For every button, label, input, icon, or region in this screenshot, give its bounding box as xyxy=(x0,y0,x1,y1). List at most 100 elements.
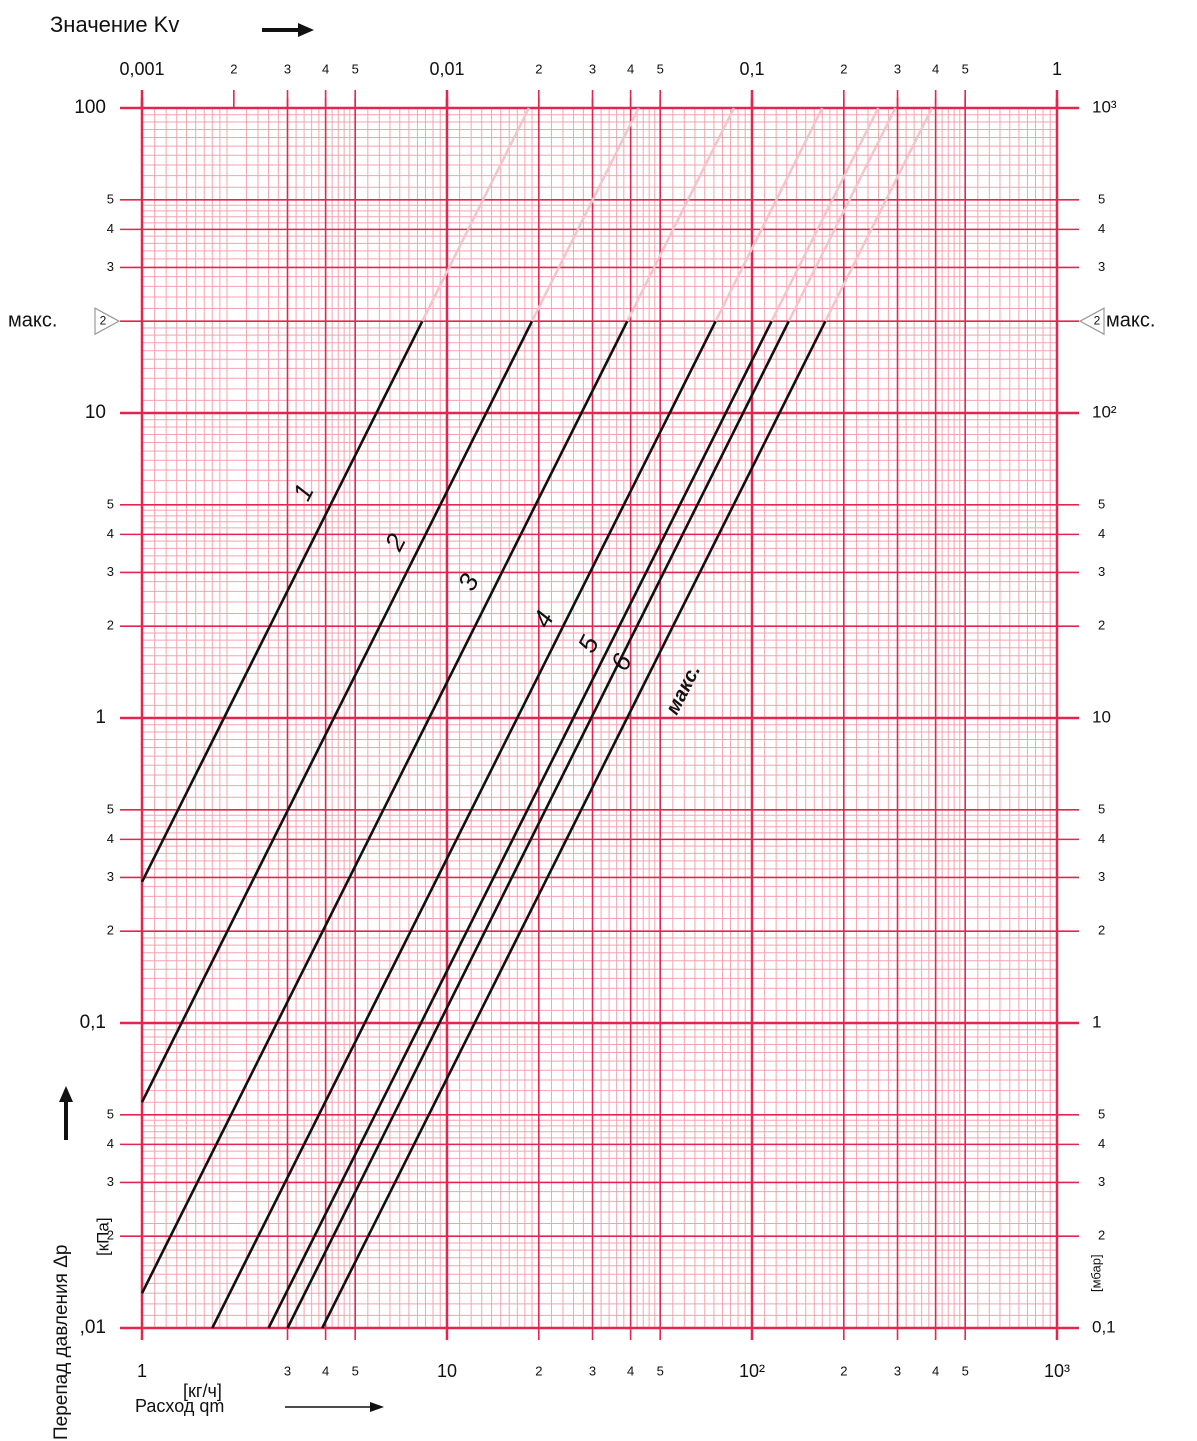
y-axis-title: Перепад давления Δp xyxy=(51,1245,72,1440)
y-tick-label: 5 xyxy=(107,191,114,206)
x-tick-label: 10³ xyxy=(1044,1361,1070,1381)
x2-tick-label: 0,1 xyxy=(739,59,764,79)
x-axis-title: Расход qm xyxy=(135,1396,224,1416)
y-tick-label: ,01 xyxy=(80,1317,106,1338)
line-extension xyxy=(421,107,531,322)
arrow-head xyxy=(370,1402,384,1412)
y-tick-label: 3 xyxy=(107,564,114,579)
y-unit: [кПа] xyxy=(93,1217,112,1256)
y-tick-label: 4 xyxy=(107,1136,114,1151)
y2-tick-label: 3 xyxy=(1098,564,1105,579)
y2-tick-label: 5 xyxy=(1098,801,1105,816)
y-tick-label: 2 xyxy=(107,923,114,938)
y2-tick-label: 10² xyxy=(1092,402,1117,421)
series-line xyxy=(321,320,827,1329)
x-unit: [кг/ч] xyxy=(183,1381,222,1401)
y-tick-label: 5 xyxy=(107,801,114,816)
x-tick-label: 5 xyxy=(962,1363,969,1378)
x2-tick-label: 3 xyxy=(894,61,901,76)
y2-tick-label: 4 xyxy=(1098,526,1105,541)
y-tick-label: 4 xyxy=(107,831,114,846)
y-tick-label: 4 xyxy=(107,526,114,541)
arrow-head xyxy=(298,23,314,37)
y2-tick-label: 3 xyxy=(1098,259,1105,274)
x-tick-label: 2 xyxy=(840,1363,847,1378)
x2-tick-label: 2 xyxy=(840,61,847,76)
arrow-head xyxy=(59,1086,73,1102)
y2-tick-label: 5 xyxy=(1098,1106,1105,1121)
max-marker xyxy=(94,307,121,336)
line-extension xyxy=(787,107,897,322)
chart-title: Значение Kv xyxy=(50,12,179,37)
y-tick-label: 1 xyxy=(95,707,106,728)
max-label: макс. xyxy=(1106,309,1155,331)
y2-tick-label: 5 xyxy=(1098,191,1105,206)
y-tick-label: 2 xyxy=(107,618,114,633)
max-label: макс. xyxy=(8,309,57,331)
series-label: 2 xyxy=(378,528,412,556)
y-tick-label: 3 xyxy=(107,1174,114,1189)
y-tick-label: 4 xyxy=(107,221,114,236)
y2-tick-label: 0,1 xyxy=(1092,1317,1116,1336)
x2-tick-label: 1 xyxy=(1052,59,1062,79)
series-label: 4 xyxy=(526,606,559,633)
x-tick-label: 10² xyxy=(739,1361,765,1381)
line-extension xyxy=(626,107,735,322)
y-tick-label: 10 xyxy=(85,402,106,423)
series-line xyxy=(140,320,534,1103)
series-line xyxy=(286,320,790,1329)
series-line xyxy=(140,320,629,1294)
x2-tick-label: 0,001 xyxy=(119,59,164,79)
x-tick-label: 3 xyxy=(589,1363,596,1378)
series-line xyxy=(140,320,424,883)
line-extension xyxy=(530,107,640,322)
x-tick-label: 3 xyxy=(284,1363,291,1378)
y2-tick-label: 2 xyxy=(1094,313,1101,327)
series-label: 1 xyxy=(286,479,319,506)
y2-tick-label: 4 xyxy=(1098,221,1105,236)
y2-tick-label: 10 xyxy=(1092,707,1111,726)
x-tick-label: 5 xyxy=(657,1363,664,1378)
x2-tick-label: 4 xyxy=(627,61,634,76)
y2-tick-label: 2 xyxy=(1098,923,1105,938)
x2-tick-label: 5 xyxy=(657,61,664,76)
series-label: 5 xyxy=(571,630,605,657)
x-tick-label: 1 xyxy=(137,1361,147,1381)
y2-tick-label: 2 xyxy=(1098,618,1105,633)
y2-tick-label: 3 xyxy=(1098,869,1105,884)
y2-tick-label: 5 xyxy=(1098,496,1105,511)
y2-tick-label: 10³ xyxy=(1092,97,1117,116)
y-tick-label: 2 xyxy=(107,1228,114,1243)
y-tick-label: 2 xyxy=(100,313,107,327)
line-extension xyxy=(714,107,824,322)
line-extension xyxy=(770,107,880,322)
x-tick-label: 3 xyxy=(894,1363,901,1378)
x2-tick-label: 3 xyxy=(589,61,596,76)
x2-tick-label: 5 xyxy=(962,61,969,76)
x-tick-label: 2 xyxy=(535,1363,542,1378)
y2-tick-label: 1 xyxy=(1092,1012,1101,1031)
series-label: макс. xyxy=(662,661,706,718)
max-marker xyxy=(1078,307,1105,336)
y2-tick-label: 4 xyxy=(1098,831,1105,846)
x2-tick-label: 5 xyxy=(352,61,359,76)
line-extension xyxy=(824,107,934,322)
x-tick-label: 4 xyxy=(932,1363,939,1378)
x2-tick-label: 0,01 xyxy=(429,59,464,79)
x2-tick-label: 4 xyxy=(322,61,329,76)
series-line xyxy=(267,320,773,1329)
x2-tick-label: 4 xyxy=(932,61,939,76)
y2-unit: [мбар] xyxy=(1088,1254,1103,1292)
x-tick-label: 4 xyxy=(322,1363,329,1378)
series-line xyxy=(211,320,717,1329)
y-tick-label: 5 xyxy=(107,496,114,511)
x-tick-label: 5 xyxy=(352,1363,359,1378)
y2-tick-label: 4 xyxy=(1098,1136,1105,1151)
x2-tick-label: 3 xyxy=(284,61,291,76)
y-tick-label: 5 xyxy=(107,1106,114,1121)
x2-tick-label: 2 xyxy=(535,61,542,76)
x-tick-label: 4 xyxy=(627,1363,634,1378)
y2-tick-label: 3 xyxy=(1098,1174,1105,1189)
